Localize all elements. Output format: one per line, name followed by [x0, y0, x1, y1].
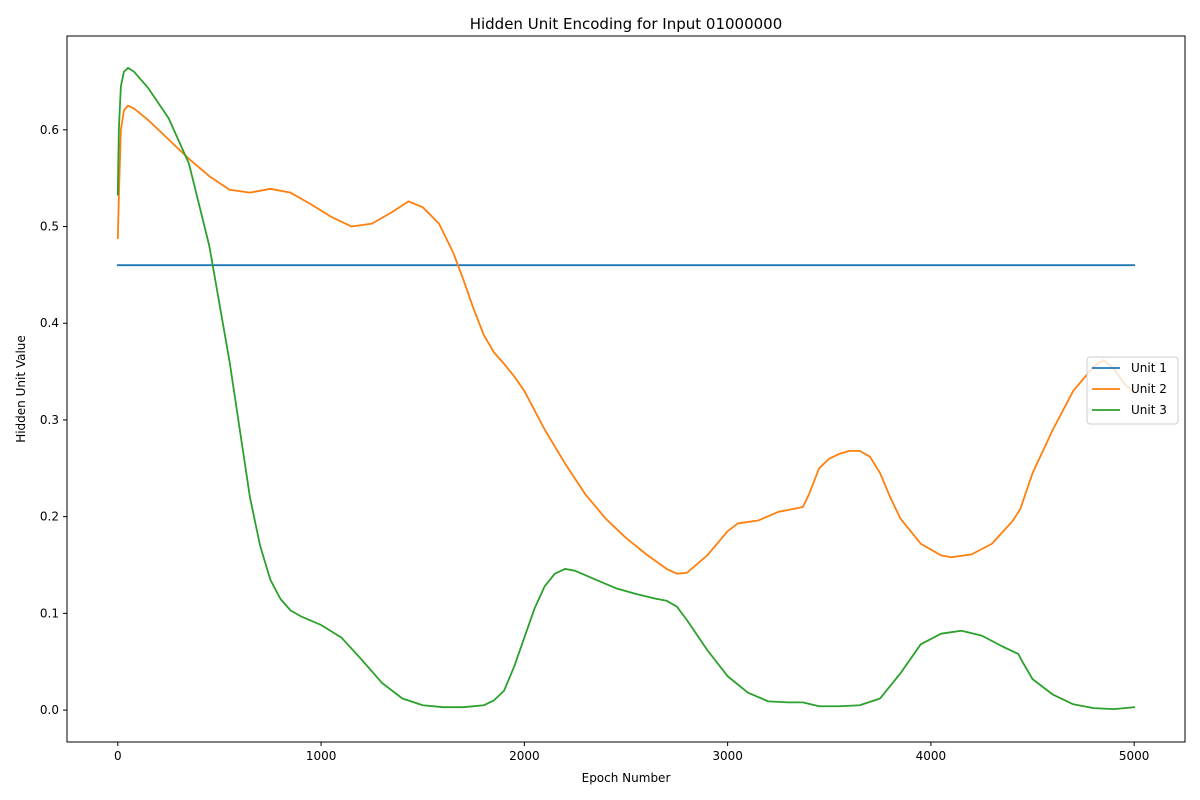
- chart-title: Hidden Unit Encoding for Input 01000000: [470, 15, 783, 33]
- y-axis-label: Hidden Unit Value: [14, 335, 28, 443]
- x-tick-label: 2000: [509, 749, 540, 763]
- y-tick-label: 0.4: [40, 316, 59, 330]
- legend-label-unit-2: Unit 2: [1131, 382, 1167, 396]
- y-tick-label: 0.1: [40, 606, 59, 620]
- x-axis: 0 1000 2000 3000 4000 5000: [114, 742, 1149, 763]
- x-tick-label: 4000: [916, 749, 947, 763]
- legend-label-unit-3: Unit 3: [1131, 403, 1167, 417]
- y-tick-label: 0.6: [40, 123, 59, 137]
- y-tick-label: 0.2: [40, 510, 59, 524]
- x-tick-label: 5000: [1119, 749, 1150, 763]
- legend: Unit 1 Unit 2 Unit 3: [1086, 356, 1179, 425]
- series-layer: [116, 67, 1136, 711]
- x-tick-label: 3000: [712, 749, 743, 763]
- series-line-unit-3: [116, 67, 1136, 711]
- plot-frame: [66, 35, 1186, 743]
- series-line-unit-2: [116, 104, 1136, 575]
- legend-box: [1086, 356, 1179, 425]
- plot-area: [67, 36, 1185, 742]
- y-tick-label: 0.0: [40, 703, 59, 717]
- y-tick-label: 0.3: [40, 413, 59, 427]
- x-tick-label: 0: [114, 749, 122, 763]
- y-tick-label: 0.5: [40, 220, 59, 234]
- x-axis-label: Epoch Number: [582, 771, 671, 785]
- y-axis: 0.0 0.1 0.2 0.3 0.4 0.5 0.6: [40, 123, 67, 717]
- legend-label-unit-1: Unit 1: [1131, 361, 1167, 375]
- x-tick-label: 1000: [306, 749, 337, 763]
